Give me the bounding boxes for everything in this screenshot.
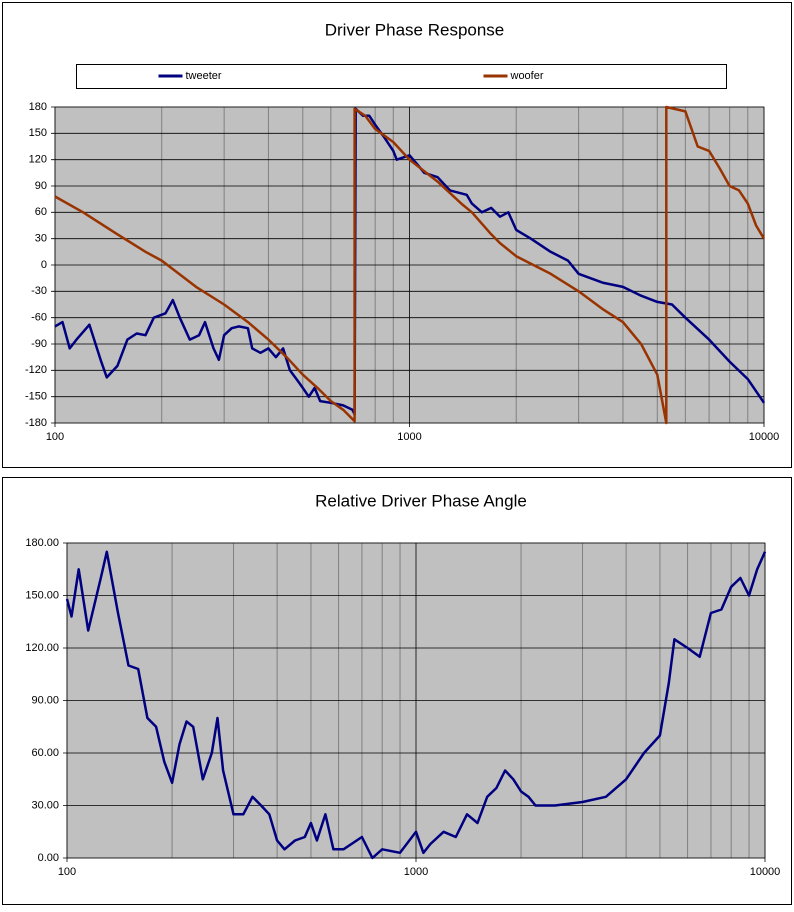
legend: [76, 64, 727, 89]
y-tick-label: -30: [31, 285, 47, 297]
series-line: [65, 550, 767, 860]
y-tick-label: -150: [25, 391, 47, 403]
y-tick-label: -180: [25, 417, 47, 429]
x-tick-label: 10000: [750, 866, 781, 878]
y-tick-label: 30.00: [31, 799, 59, 811]
y-tick-label: 0: [41, 259, 47, 271]
y-tick-label: 120.00: [25, 642, 59, 654]
x-tick-label: 1000: [404, 866, 428, 878]
y-tick-label: 30: [35, 233, 47, 245]
y-tick-label: -60: [31, 312, 47, 324]
legend-label: tweeter: [186, 70, 222, 82]
x-tick-label: 1000: [397, 431, 421, 443]
y-tick-label: -120: [25, 364, 47, 376]
y-tick-label: 150: [29, 127, 47, 139]
chart-title: Relative Driver Phase Angle: [315, 491, 527, 510]
y-tick-label: 180.00: [25, 537, 59, 549]
y-tick-label: 90.00: [31, 694, 59, 706]
chart-title: Driver Phase Response: [325, 20, 505, 39]
series-line: [54, 105, 766, 425]
x-tick-label: 100: [58, 866, 76, 878]
x-tick-label: 100: [46, 431, 64, 443]
y-tick-label: -90: [31, 338, 47, 350]
y-tick-label: 60: [35, 206, 47, 218]
y-tick-label: 150.00: [25, 589, 59, 601]
legend-label: woofer: [510, 70, 544, 82]
x-tick-label: 10000: [749, 431, 780, 443]
y-tick-label: 180: [29, 101, 47, 113]
y-tick-label: 0.00: [38, 852, 59, 864]
y-tick-label: 60.00: [31, 747, 59, 759]
y-tick-label: 90: [35, 180, 47, 192]
y-tick-label: 120: [29, 154, 47, 166]
